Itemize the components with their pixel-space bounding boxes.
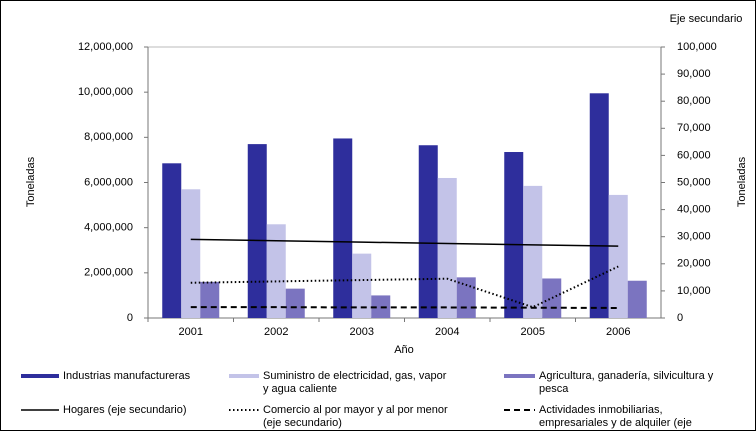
legend-label: Agricultura, ganadería, silvicultura y p… [539, 370, 714, 395]
bar [627, 280, 647, 318]
x-tick-label: 2001 [179, 326, 203, 338]
bar [162, 163, 182, 318]
y2-tick-label: 90,000 [677, 68, 711, 80]
bar [418, 145, 438, 318]
x-tick-label: 2002 [264, 326, 288, 338]
bar [523, 185, 543, 318]
bar [456, 277, 476, 318]
x-tick-label: 2005 [521, 326, 545, 338]
bar [181, 189, 201, 318]
y2-tick-label: 10,000 [677, 285, 711, 297]
x-axis-label: Año [394, 344, 414, 356]
y-tick-label: 2,000,000 [84, 267, 133, 279]
y-tick-label: 10,000,000 [78, 86, 133, 98]
legend-label: Hogares (eje secundario) [63, 404, 187, 416]
bar [247, 144, 267, 318]
x-tick-label: 2006 [606, 326, 630, 338]
legend-label: Actividades inmobiliarias, empresariales… [539, 404, 692, 429]
secondary-axis-title: Eje secundario [670, 13, 743, 25]
y-tick-label: 6,000,000 [84, 176, 133, 188]
y-tick-label: 12,000,000 [78, 41, 133, 53]
y2-axis-label: Toneladas [736, 156, 748, 207]
y2-tick-label: 30,000 [677, 231, 711, 243]
x-tick-label: 2004 [435, 326, 459, 338]
bar [437, 177, 457, 318]
legend-label: Industrias manufactureras [63, 370, 191, 382]
y2-tick-label: 50,000 [677, 176, 711, 188]
x-tick-label: 2003 [350, 326, 374, 338]
bar [285, 288, 305, 318]
bar [608, 194, 628, 318]
y2-tick-label: 70,000 [677, 122, 711, 134]
bar [200, 281, 220, 318]
bar [589, 93, 609, 318]
y2-tick-label: 60,000 [677, 149, 711, 161]
line-series [190, 306, 619, 309]
y2-tick-label: 40,000 [677, 204, 711, 216]
plot-area [147, 46, 662, 319]
bar [333, 138, 353, 318]
legend-label: Comercio al por mayor y al por menor (ej… [263, 404, 448, 429]
y2-tick-label: 0 [677, 312, 683, 324]
y2-tick-label: 80,000 [677, 95, 711, 107]
bar [352, 253, 372, 318]
bar [504, 152, 524, 318]
y-tick-label: 4,000,000 [84, 222, 133, 234]
y2-tick-label: 20,000 [677, 258, 711, 270]
bar [266, 224, 286, 318]
y2-tick-label: 100,000 [677, 41, 717, 53]
line-series [190, 238, 619, 247]
y-tick-label: 0 [127, 312, 133, 324]
bar [542, 278, 562, 318]
legend-label: Suministro de electricidad, gas, vapor y… [263, 370, 447, 395]
y-axis-label: Toneladas [25, 156, 37, 207]
y-tick-label: 8,000,000 [84, 131, 133, 143]
